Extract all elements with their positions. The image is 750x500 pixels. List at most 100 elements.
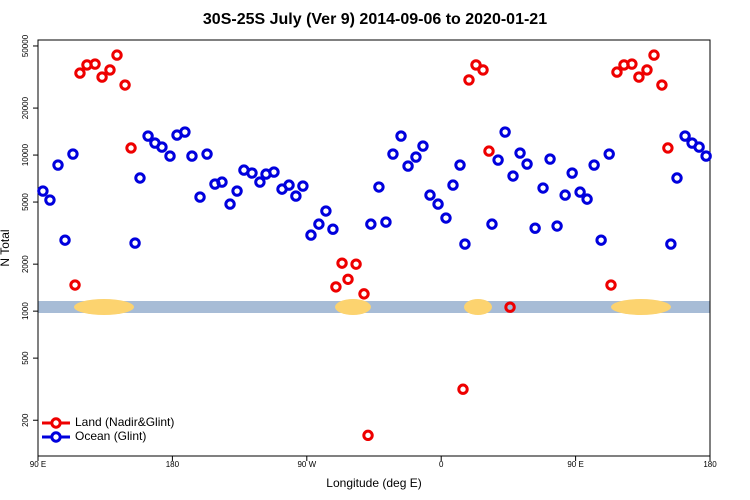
point [186,150,198,162]
point [417,140,429,152]
point [134,172,146,184]
point [67,148,79,160]
point [373,181,385,193]
point [626,58,638,70]
point [432,198,444,210]
point [611,66,623,78]
point [37,185,49,197]
point [119,79,131,91]
point [320,205,332,217]
point [380,216,392,228]
y-axis-label: N Total [0,229,12,266]
y-tick-label: 2000 [21,255,30,273]
y-tick-label: 5000 [21,193,30,211]
point [125,142,137,154]
point [96,71,108,83]
x-axis-label: Longitude (deg E) [326,476,421,490]
point [268,166,280,178]
point [365,218,377,230]
point [74,67,86,79]
point [129,237,141,249]
point [641,64,653,76]
point [350,258,362,270]
point [603,148,615,160]
point [595,234,607,246]
point [59,234,71,246]
point [633,71,645,83]
point [69,279,81,291]
point [483,145,495,157]
point [387,148,399,160]
point [336,257,348,269]
point [194,191,206,203]
point [463,74,475,86]
plot-frame [37,39,711,457]
point [700,150,712,162]
point [559,189,571,201]
point [142,130,154,142]
point [424,189,436,201]
point [402,160,414,172]
point [52,159,64,171]
x-tick-label: 90 E [30,460,46,469]
point [457,383,469,395]
point [679,130,691,142]
point [410,151,422,163]
point [330,281,342,293]
point [459,238,471,250]
y-tick-label: 10000 [21,143,30,166]
point [362,429,374,442]
point [89,58,101,70]
point [447,179,459,191]
y-tick-label: 200 [21,413,30,427]
point [440,212,452,224]
point [529,222,541,234]
land-region [74,299,134,315]
point [104,64,116,76]
point [470,59,482,71]
point [395,130,407,142]
point [342,273,354,285]
legend-label: Ocean (Glint) [75,429,146,443]
point [662,142,674,154]
point [454,159,466,171]
point [254,176,266,188]
legend-label: Land (Nadir&Glint) [75,415,174,429]
y-tick-label: 1000 [21,302,30,320]
point [305,229,317,241]
point [521,158,533,170]
point [216,176,228,188]
point [656,79,668,91]
point [605,279,617,291]
point [313,218,325,230]
point [566,167,578,179]
point [179,126,191,138]
land-region [611,299,671,315]
x-tick-label: 0 [439,460,444,469]
point [648,49,660,61]
point [164,150,176,162]
point [486,218,498,230]
point [665,238,677,250]
point [44,194,56,206]
point [297,180,309,192]
surface-band [38,301,710,313]
y-tick-label: 20000 [21,96,30,119]
point [544,153,556,165]
point [246,167,258,179]
x-tick-label: 180 [703,460,717,469]
point [156,141,168,153]
point [327,223,339,235]
point [581,193,593,205]
land-region [464,299,492,315]
point [693,141,705,153]
point [514,147,526,159]
point [231,185,243,197]
point [588,159,600,171]
y-tick-label: 50000 [21,34,30,57]
legend-marker [50,417,62,429]
point [224,198,236,210]
point [358,288,370,300]
